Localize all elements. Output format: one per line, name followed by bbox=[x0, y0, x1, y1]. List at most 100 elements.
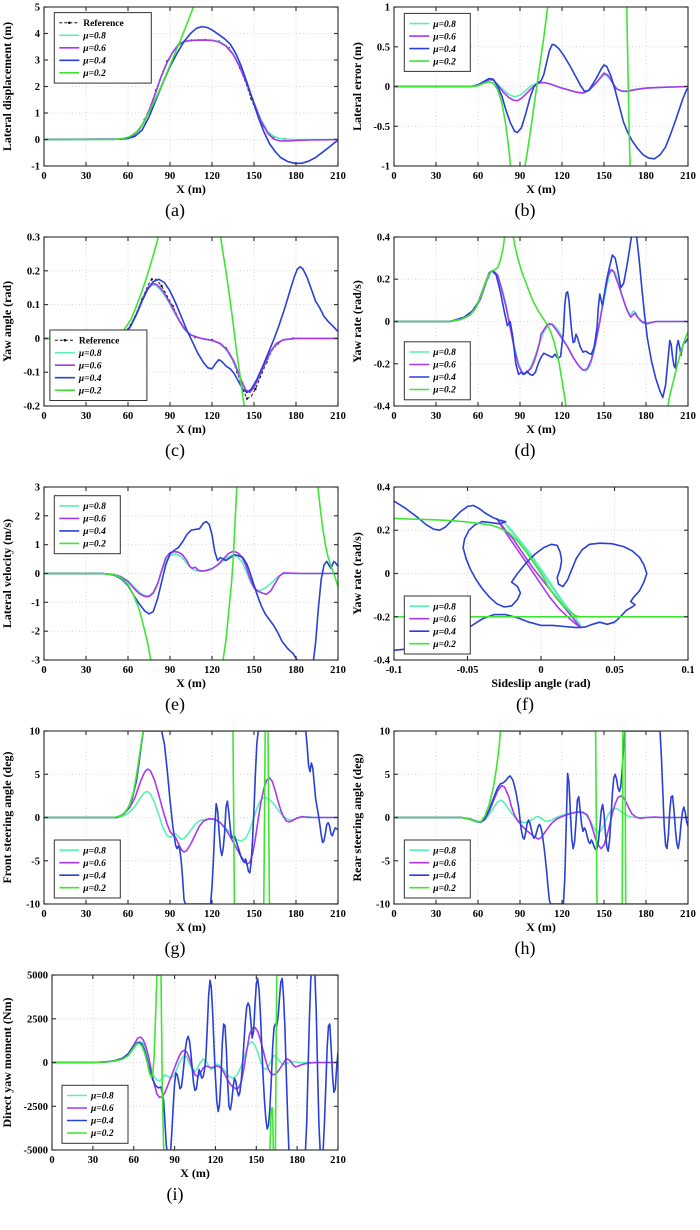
svg-text:210: 210 bbox=[680, 909, 696, 920]
y-axis-label: Front steering angle (deg) bbox=[0, 751, 14, 883]
svg-text:0.05: 0.05 bbox=[605, 665, 623, 676]
svg-text:-0.2: -0.2 bbox=[373, 612, 390, 623]
svg-text:60: 60 bbox=[123, 171, 134, 182]
svg-text:120: 120 bbox=[554, 909, 570, 920]
legend-label-mu-0.4: μ=0.4 bbox=[82, 57, 106, 67]
series-mu-0.8 bbox=[44, 553, 338, 597]
svg-text:3: 3 bbox=[35, 56, 40, 67]
svg-text:-0.2: -0.2 bbox=[373, 359, 390, 370]
chart-e-canvas: 0 30 60 90 120 150 180 210 -3 -2 -1 0 1 2 3 X (m) Latera… bbox=[0, 480, 350, 692]
svg-text:0.4: 0.4 bbox=[377, 483, 391, 494]
axes bbox=[43, 236, 339, 407]
tick-labels: 0 30 60 90 120 150 180 210 -5000 -2500 0 2500 5000 bbox=[24, 971, 346, 1167]
series-mu-0.4 bbox=[44, 25, 338, 165]
svg-text:90: 90 bbox=[165, 171, 176, 182]
svg-text:150: 150 bbox=[246, 171, 262, 182]
legend: μ=0.8 μ=0.6 μ=0.4 μ=0.2 bbox=[61, 1084, 129, 1144]
x-axis-label: X (m) bbox=[180, 1166, 210, 1180]
legend: μ=0.8 μ=0.6 μ=0.4 μ=0.2 bbox=[403, 595, 471, 655]
svg-text:120: 120 bbox=[554, 171, 570, 182]
subplot-h: 0 30 60 90 120 150 180 210 -10 -5 0 5 10 X (m) Rear st… bbox=[350, 724, 700, 962]
svg-text:0.3: 0.3 bbox=[27, 233, 40, 244]
axes bbox=[43, 730, 339, 905]
svg-text:-1: -1 bbox=[381, 162, 390, 173]
series-mu-0.4 bbox=[394, 43, 688, 160]
svg-text:-10: -10 bbox=[376, 900, 390, 911]
svg-text:120: 120 bbox=[204, 665, 220, 676]
svg-text:0: 0 bbox=[35, 135, 40, 146]
series-mu-0.4 bbox=[44, 265, 338, 394]
series-mu-0.4 bbox=[394, 731, 688, 904]
legend-label-mu-0.6: μ=0.6 bbox=[82, 44, 106, 54]
svg-text:0: 0 bbox=[385, 82, 390, 93]
x-axis-label: X (m) bbox=[176, 422, 206, 436]
svg-text:210: 210 bbox=[330, 665, 346, 676]
legend-label-mu-0.6: μ=0.6 bbox=[82, 859, 106, 869]
series-mu-0.2 bbox=[44, 487, 338, 660]
series-mu-0.2 bbox=[394, 237, 688, 406]
svg-text:0.2: 0.2 bbox=[377, 526, 390, 537]
svg-text:-10: -10 bbox=[26, 900, 40, 911]
svg-text:0.2: 0.2 bbox=[27, 266, 40, 277]
series-mu-0.2 bbox=[44, 7, 195, 141]
svg-text:90: 90 bbox=[515, 909, 526, 920]
legend-label-mu-0.8: μ=0.8 bbox=[82, 846, 106, 856]
svg-text:180: 180 bbox=[288, 411, 304, 422]
svg-text:120: 120 bbox=[204, 171, 220, 182]
svg-text:60: 60 bbox=[473, 909, 484, 920]
x-axis-label: X (m) bbox=[526, 920, 556, 934]
svg-text:-0.1: -0.1 bbox=[386, 665, 403, 676]
x-axis-label: X (m) bbox=[526, 182, 556, 196]
subplot-d: 0 30 60 90 120 150 180 210 -0.4 -0.2 0 0.2 0.4 X (m) Y… bbox=[350, 230, 700, 464]
svg-text:0.4: 0.4 bbox=[377, 233, 391, 244]
legend-label-mu-0.6: μ=0.6 bbox=[432, 361, 456, 371]
subplot-c-caption: (c) bbox=[165, 440, 185, 460]
legend-label-mu-0.4: μ=0.4 bbox=[90, 1117, 114, 1127]
tick-labels: 0 30 60 90 120 150 180 210 -0.4 -0.2 0 0.2 0.4 bbox=[373, 233, 696, 423]
svg-text:0: 0 bbox=[41, 909, 46, 920]
svg-text:2: 2 bbox=[35, 511, 40, 522]
legend-label-mu-0.4: μ=0.4 bbox=[432, 45, 456, 55]
svg-text:-5: -5 bbox=[31, 856, 40, 867]
svg-text:4: 4 bbox=[35, 29, 41, 40]
svg-text:30: 30 bbox=[81, 665, 92, 676]
legend-label-mu-0.6: μ=0.6 bbox=[432, 859, 456, 869]
svg-text:150: 150 bbox=[596, 909, 612, 920]
svg-text:150: 150 bbox=[248, 1155, 264, 1166]
svg-text:90: 90 bbox=[165, 909, 176, 920]
subplot-g: 0 30 60 90 120 150 180 210 -10 -5 0 5 10 X (m) Front s… bbox=[0, 724, 350, 962]
empty-cell bbox=[350, 968, 700, 1208]
svg-text:150: 150 bbox=[246, 909, 262, 920]
legend-label-mu-0.2: μ=0.2 bbox=[82, 884, 106, 894]
svg-text:0: 0 bbox=[49, 1155, 54, 1166]
legend-label-mu-0.4: μ=0.4 bbox=[432, 627, 456, 637]
tick-labels: 0 30 60 90 120 150 180 210 -3 -2 -1 0 1 2 3 bbox=[31, 483, 346, 677]
svg-text:-0.2: -0.2 bbox=[23, 402, 40, 413]
x-axis-label: Sideslip angle (rad) bbox=[491, 676, 590, 690]
series-mu-0.4 bbox=[44, 731, 338, 904]
legend-label-mu-0.6: μ=0.6 bbox=[82, 515, 106, 525]
svg-text:210: 210 bbox=[330, 411, 346, 422]
svg-text:180: 180 bbox=[289, 1155, 305, 1166]
svg-text:120: 120 bbox=[204, 411, 220, 422]
svg-text:30: 30 bbox=[81, 909, 92, 920]
svg-text:120: 120 bbox=[204, 909, 220, 920]
chart-d-canvas: 0 30 60 90 120 150 180 210 -0.4 -0.2 0 0.2 0.4 X (m) Y… bbox=[350, 230, 700, 438]
svg-text:60: 60 bbox=[473, 411, 484, 422]
legend: μ=0.8 μ=0.6 μ=0.4 μ=0.2 bbox=[403, 12, 471, 72]
x-axis-label: X (m) bbox=[176, 920, 206, 934]
legend: μ=0.8 μ=0.6 μ=0.4 μ=0.2 bbox=[53, 495, 121, 555]
svg-text:-5000: -5000 bbox=[24, 1146, 49, 1157]
svg-text:5000: 5000 bbox=[27, 971, 48, 982]
svg-text:210: 210 bbox=[680, 411, 696, 422]
subplot-g-caption: (g) bbox=[164, 938, 186, 958]
svg-text:2500: 2500 bbox=[27, 1014, 48, 1025]
subplot-h-caption: (h) bbox=[514, 938, 536, 958]
y-axis-label: Lateral displacement (m) bbox=[0, 22, 14, 151]
y-axis-label: Lateral error (m) bbox=[350, 42, 364, 131]
svg-text:180: 180 bbox=[638, 909, 654, 920]
subplot-e-caption: (e) bbox=[165, 694, 185, 714]
figure-row-4: 0 30 60 90 120 150 180 210 -10 -5 0 5 10 X (m) Front s… bbox=[0, 724, 700, 962]
